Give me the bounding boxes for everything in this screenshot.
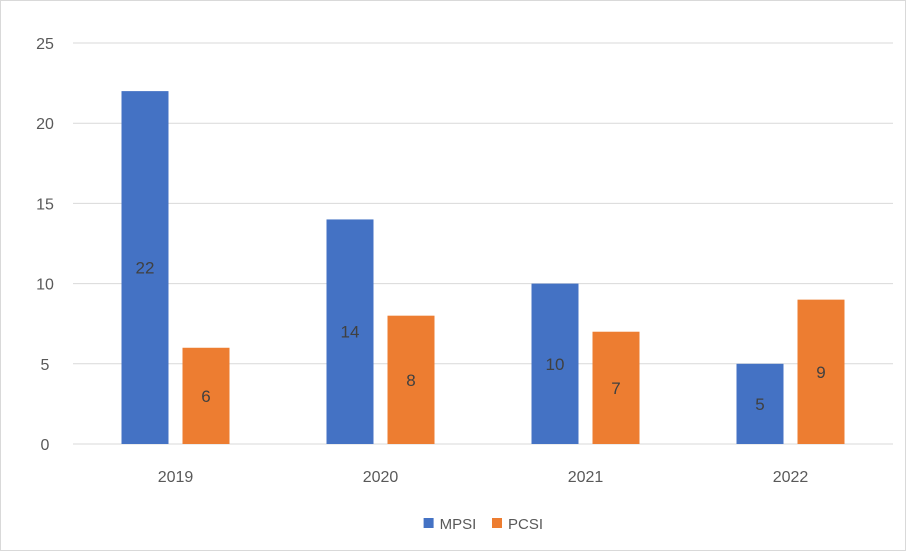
data-label: 14 — [341, 323, 360, 342]
x-axis-ticks: 2019 2020 2021 2022 — [158, 469, 809, 486]
legend-label: PCSI — [508, 516, 543, 533]
data-label: 10 — [546, 355, 565, 374]
y-axis-ticks: 0 5 10 15 20 25 — [36, 36, 54, 454]
bar-mpsi-2021 — [531, 283, 579, 444]
data-label: 8 — [406, 371, 415, 390]
data-label: 22 — [136, 259, 155, 278]
x-tick-label: 2021 — [568, 469, 604, 486]
y-tick-label: 25 — [36, 36, 54, 53]
y-tick-label: 5 — [41, 357, 50, 374]
bar-mpsi-2020 — [326, 219, 374, 444]
bar-pcsi-2020 — [387, 315, 435, 444]
legend-label: MPSI — [440, 516, 477, 533]
y-tick-label: 0 — [41, 437, 50, 454]
data-labels: 22 6 14 8 10 7 5 9 — [136, 259, 826, 414]
data-label: 6 — [201, 387, 210, 406]
legend: MPSI PCSI — [423, 516, 543, 533]
bar-mpsi-2019 — [121, 91, 169, 445]
x-tick-label: 2022 — [773, 469, 809, 486]
legend-swatch-mpsi — [423, 518, 434, 528]
bar-pcsi-2022 — [797, 299, 845, 444]
data-label: 9 — [816, 363, 825, 382]
x-tick-label: 2019 — [158, 469, 194, 486]
y-tick-label: 10 — [36, 277, 54, 294]
bar-mpsi-2022 — [736, 363, 784, 444]
y-tick-label: 15 — [36, 196, 54, 213]
x-tick-label: 2020 — [363, 469, 399, 486]
y-tick-label: 20 — [36, 116, 54, 133]
legend-swatch-pcsi — [492, 518, 502, 528]
data-label: 7 — [611, 379, 620, 398]
bar-pcsi-2021 — [592, 331, 640, 444]
bar-pcsi-2019 — [182, 347, 230, 444]
bars — [121, 91, 845, 445]
data-label: 5 — [755, 395, 764, 414]
